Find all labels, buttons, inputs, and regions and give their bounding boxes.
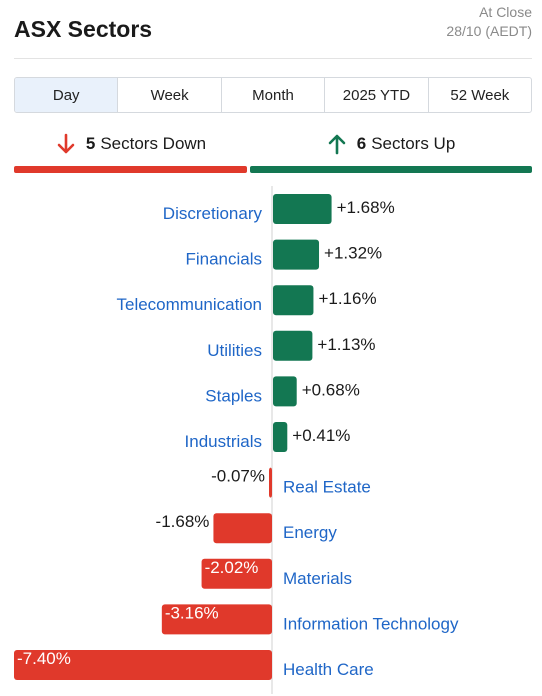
bar-materials[interactable] <box>201 558 272 589</box>
category-label[interactable]: Real Estate <box>283 478 371 497</box>
tab-ytd[interactable]: 2025 YTD <box>324 78 427 112</box>
sectors-up-bar <box>250 166 532 173</box>
bar-telecommunication[interactable] <box>273 285 314 316</box>
category-label[interactable]: Materials <box>283 569 352 588</box>
category-label[interactable]: Staples <box>205 386 262 405</box>
value-label: +1.13% <box>317 335 375 354</box>
tab-52-week[interactable]: 52 Week <box>427 78 531 112</box>
sectors-down-bar <box>14 166 247 173</box>
category-label[interactable]: Industrials <box>185 432 262 451</box>
category-label[interactable]: Financials <box>185 250 262 269</box>
value-label: +1.68% <box>337 198 395 217</box>
sectors-down-summary: 5 Sectors Down <box>14 130 248 158</box>
period-tabs: Day Week Month 2025 YTD 52 Week <box>14 77 532 113</box>
value-label: -1.68% <box>156 512 210 531</box>
value-label: +1.32% <box>324 244 382 263</box>
tab-week[interactable]: Week <box>117 78 220 112</box>
sectors-up-summary: 6 Sectors Up <box>250 130 532 158</box>
sectors-down-count: 5 <box>85 134 96 153</box>
page-title: ASX Sectors <box>14 16 153 42</box>
value-label: +1.16% <box>318 289 376 308</box>
sector-bar-chart: Discretionary +1.68% Financials +1.32% Telec… <box>14 186 459 694</box>
value-label: +0.41% <box>292 426 350 445</box>
arrow-down-icon <box>57 133 75 154</box>
as-of-status: At Close <box>479 4 532 20</box>
sectors-down-label: Sectors Down <box>100 134 207 153</box>
value-label: -2.02% <box>205 558 259 577</box>
category-label[interactable]: Discretionary <box>163 204 263 223</box>
category-label[interactable]: Utilities <box>207 341 262 360</box>
bar-financials[interactable] <box>273 239 320 270</box>
category-label[interactable]: Information Technology <box>283 614 459 633</box>
arrow-up-icon <box>328 134 346 155</box>
sectors-up-count: 6 <box>356 134 367 153</box>
value-label: -0.07% <box>211 467 265 486</box>
bar-real-estate[interactable] <box>269 467 272 498</box>
as-of-date: 28/10 (AEDT) <box>446 23 532 39</box>
sectors-up-label: Sectors Up <box>371 134 456 153</box>
bar-discretionary[interactable] <box>273 194 332 224</box>
bar-staples[interactable] <box>273 376 297 407</box>
value-label: +0.68% <box>302 380 360 399</box>
tab-month[interactable]: Month <box>220 78 324 112</box>
bar-utilities[interactable] <box>273 330 313 361</box>
bar-industrials[interactable] <box>273 422 288 452</box>
category-label[interactable]: Energy <box>283 523 337 542</box>
tab-day[interactable]: Day <box>15 78 118 112</box>
header: ASX Sectors At Close 28/10 (AEDT) <box>14 0 532 59</box>
category-label[interactable]: Telecommunication <box>116 295 262 314</box>
bar-energy[interactable] <box>213 513 272 544</box>
value-label: -7.40% <box>17 649 71 668</box>
bar-information-technology[interactable] <box>161 604 272 635</box>
category-label[interactable]: Health Care <box>283 660 374 679</box>
value-label: -3.16% <box>165 603 219 622</box>
as-of-info: At Close 28/10 (AEDT) <box>446 3 532 41</box>
bar-health-care[interactable] <box>14 650 272 680</box>
